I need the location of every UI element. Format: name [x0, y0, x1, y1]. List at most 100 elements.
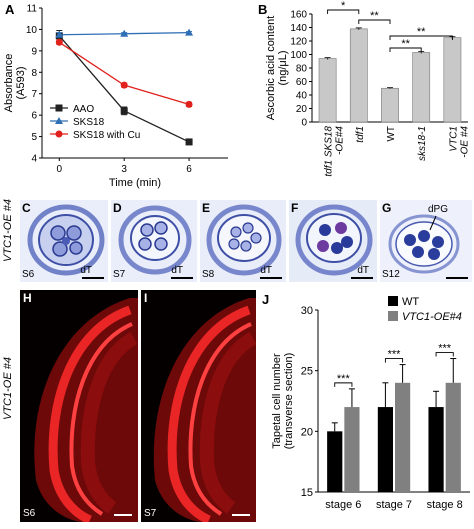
a-y-axis-label: Absorbance(A593) — [3, 54, 27, 113]
a-data-point — [185, 100, 193, 108]
b-y-tick-label: 80 — [296, 64, 308, 75]
panel-letter-g: G — [382, 201, 392, 215]
j-category-label: stage 7 — [376, 499, 412, 511]
j-y-axis-label-line: (transverse section) — [283, 353, 295, 450]
b-category-label-line: -OE#4 — [335, 126, 346, 155]
a-legend-marker — [55, 130, 63, 138]
scale-bar-i — [232, 514, 250, 516]
panel-letter-d: D — [113, 201, 122, 215]
confocal-i: I S7 — [141, 290, 256, 522]
j-category-label: stage 8 — [427, 499, 463, 511]
j-legend-swatch — [388, 311, 398, 321]
a-y-axis-label-line: Absorbance — [3, 54, 15, 113]
scale-bar-c — [82, 277, 104, 279]
b-category-label-line: -OE #4 — [459, 126, 470, 158]
a-y-tick-label: 5 — [31, 132, 37, 143]
b-category-label: VTC1-OE #4 — [448, 126, 470, 158]
j-y-tick-label: 20 — [301, 426, 313, 438]
scale-bar-d — [171, 277, 193, 279]
j-legend-label: VTC1-OE#4 — [402, 311, 462, 323]
micrograph-e-image — [200, 200, 286, 282]
a-y-tick-label: 8 — [31, 68, 37, 79]
b-significance-label: ** — [401, 38, 410, 50]
b-significance-bracket — [389, 35, 453, 40]
annotation-f: dT — [357, 265, 369, 276]
j-significance-bracket — [435, 352, 454, 357]
b-y-axis-label: Ascorbic acid content(ng/μL) — [265, 16, 289, 121]
b-y-tick-label: 100 — [290, 50, 307, 61]
b-category-label: sks18-1 — [417, 126, 428, 161]
stage-label-i: S7 — [144, 508, 157, 519]
a-data-point — [120, 29, 129, 37]
a-y-tick-label: 10 — [26, 25, 38, 36]
a-data-point — [185, 28, 194, 36]
j-category-label: stage 6 — [325, 499, 361, 511]
stage-label-c: S6 — [22, 269, 35, 280]
j-bar — [428, 407, 444, 492]
j-bar — [377, 407, 393, 492]
a-data-point — [185, 138, 193, 146]
a-x-tick-label: 6 — [186, 164, 192, 175]
b-significance-label: ** — [417, 26, 426, 38]
stage-label-h: S6 — [23, 508, 36, 519]
j-y-axis-label-line: Tapetal cell number — [271, 353, 283, 449]
b-y-tick-label: 0 — [301, 118, 307, 129]
b-bar — [412, 52, 431, 123]
j-bar — [344, 407, 360, 492]
a-legend-marker — [55, 104, 63, 112]
a-data-point — [55, 30, 64, 38]
b-category-label-line: tdf1 — [355, 126, 366, 143]
b-y-axis-label-line: (ng/μL) — [277, 50, 289, 85]
stage-label-d: S7 — [113, 269, 126, 280]
a-legend-label: SKS18 with Cu — [73, 130, 140, 141]
panel-letter-b: B — [258, 2, 268, 17]
stage-label-e: S8 — [202, 269, 215, 280]
a-y-tick-label: 9 — [31, 46, 37, 57]
b-category-label: WT — [386, 126, 397, 142]
annotation-d: dT — [171, 265, 183, 276]
j-y-axis-label: Tapetal cell number(transverse section) — [271, 353, 295, 450]
a-legend-label: AAO — [73, 104, 94, 115]
b-bar — [349, 28, 368, 123]
a-y-tick-label: 6 — [31, 111, 37, 122]
micrograph-d-image — [111, 200, 197, 282]
j-significance-bracket — [384, 358, 404, 363]
b-significance-label: ** — [370, 10, 379, 22]
panel-letter-a: A — [5, 2, 15, 17]
a-data-point — [120, 107, 128, 115]
b-significance-bracket — [389, 47, 422, 52]
b-bar — [318, 58, 337, 123]
micrograph-g: G dPG S12 — [380, 200, 472, 282]
micrograph-c: C S6 dT — [20, 200, 108, 282]
micrograph-d: D S7 dT — [111, 200, 197, 282]
j-y-tick-label: 25 — [301, 366, 313, 378]
a-y-axis-label-line: (A593) — [15, 66, 27, 99]
a-x-tick-label: 0 — [57, 164, 63, 175]
a-x-tick-label: 3 — [121, 164, 127, 175]
micrograph-f: F dT — [289, 200, 377, 282]
b-category-label-line: tdf1 SKS18 — [324, 126, 335, 177]
b-y-tick-label: 40 — [296, 91, 308, 102]
scale-bar-g — [446, 277, 468, 279]
b-significance-bracket — [358, 19, 391, 24]
annotation-g: dPG — [428, 204, 449, 215]
j-significance-label: *** — [337, 373, 351, 385]
scale-bar-e — [260, 277, 282, 279]
confocal-h-image — [20, 290, 138, 522]
b-bar — [443, 37, 462, 123]
a-data-point — [55, 38, 63, 46]
b-y-tick-label: 160 — [290, 10, 307, 21]
panel-letter-c: C — [22, 201, 31, 215]
a-series-line-2 — [58, 41, 190, 106]
panel-letter-i: I — [144, 291, 148, 305]
a-x-axis-label: Time (min) — [109, 177, 161, 189]
stage-label-g: S12 — [382, 269, 400, 280]
j-bar — [395, 382, 411, 492]
b-category-label-line: VTC1 — [448, 126, 459, 152]
a-legend-marker — [55, 117, 63, 124]
b-significance-label: * — [341, 0, 346, 12]
confocal-i-image — [141, 290, 256, 522]
b-category-label: tdf1 — [355, 126, 366, 143]
